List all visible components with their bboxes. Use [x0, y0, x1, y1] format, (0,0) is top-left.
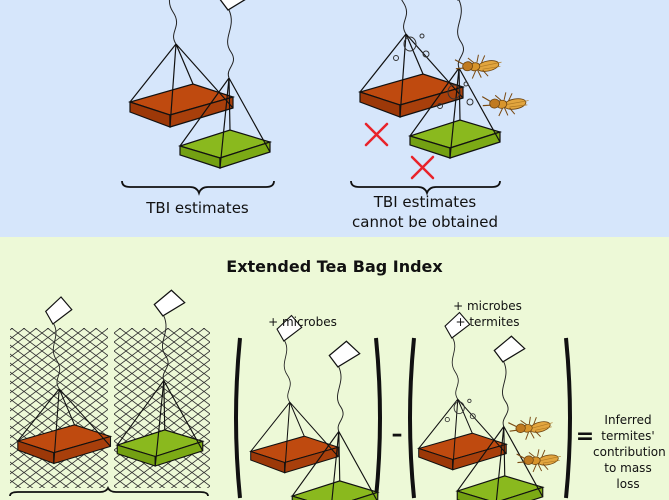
large-parenthesis-icon: [564, 337, 572, 499]
large-parenthesis-icon: [408, 337, 416, 499]
mesh-bag-red-icon: [10, 296, 112, 488]
tbi-estimates-caption: TBI estimates: [146, 199, 249, 217]
red-cross-icon: [410, 155, 435, 180]
label-microbes-termites-line1: + microbes: [453, 299, 522, 313]
minus-operator: –: [391, 422, 403, 447]
mesh-bag-green-icon: [114, 289, 210, 488]
result-line-2: termites': [601, 429, 655, 443]
tbi-not-obtained-caption-line1: TBI estimates: [373, 193, 477, 211]
tbi-not-obtained-caption-line2: cannot be obtained: [352, 213, 498, 231]
label-microbes-termites-line2: + termites: [455, 315, 520, 329]
curly-brace-icon: [9, 485, 209, 497]
label-microbes: + microbes: [268, 315, 337, 329]
red-cross-icon: [364, 122, 389, 147]
result-line-5: loss: [616, 477, 640, 491]
equals-operator: =: [575, 424, 595, 449]
result-line-3: contribution: [593, 445, 666, 459]
result-line-4: to mass: [604, 461, 652, 475]
curly-brace-icon: [121, 180, 275, 196]
result-line-1: Inferred: [604, 413, 652, 427]
large-parenthesis-icon: [234, 337, 242, 499]
curly-brace-icon: [350, 180, 501, 196]
section-title: Extended Tea Bag Index: [226, 257, 443, 276]
top-panel-background: [0, 0, 669, 237]
large-parenthesis-icon: [374, 337, 382, 499]
